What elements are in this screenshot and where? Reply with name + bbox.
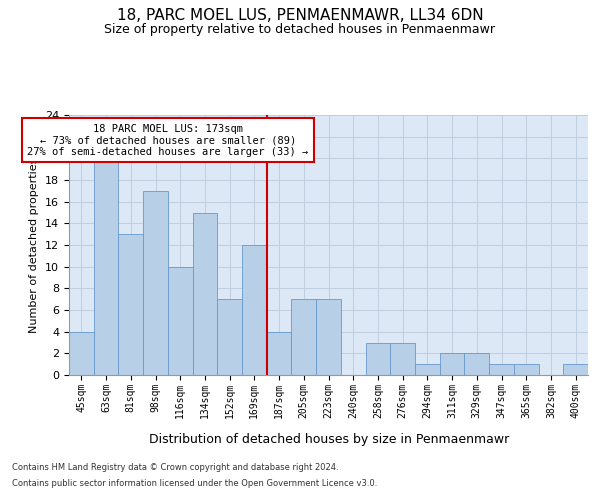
- Text: Distribution of detached houses by size in Penmaenmawr: Distribution of detached houses by size …: [149, 432, 509, 446]
- Text: 18, PARC MOEL LUS, PENMAENMAWR, LL34 6DN: 18, PARC MOEL LUS, PENMAENMAWR, LL34 6DN: [116, 8, 484, 22]
- Bar: [168, 266, 193, 375]
- Text: Size of property relative to detached houses in Penmaenmawr: Size of property relative to detached ho…: [104, 22, 496, 36]
- Bar: [118, 234, 143, 375]
- Text: Contains public sector information licensed under the Open Government Licence v3: Contains public sector information licen…: [12, 478, 377, 488]
- Bar: [514, 364, 539, 375]
- Bar: [415, 364, 440, 375]
- Bar: [440, 354, 464, 375]
- Y-axis label: Number of detached properties: Number of detached properties: [29, 158, 40, 332]
- Text: 18 PARC MOEL LUS: 173sqm
← 73% of detached houses are smaller (89)
27% of semi-d: 18 PARC MOEL LUS: 173sqm ← 73% of detach…: [27, 124, 308, 157]
- Bar: [94, 158, 118, 375]
- Bar: [464, 354, 489, 375]
- Bar: [267, 332, 292, 375]
- Bar: [292, 299, 316, 375]
- Bar: [390, 342, 415, 375]
- Bar: [316, 299, 341, 375]
- Bar: [242, 245, 267, 375]
- Bar: [489, 364, 514, 375]
- Bar: [143, 191, 168, 375]
- Bar: [365, 342, 390, 375]
- Text: Contains HM Land Registry data © Crown copyright and database right 2024.: Contains HM Land Registry data © Crown c…: [12, 464, 338, 472]
- Bar: [69, 332, 94, 375]
- Bar: [563, 364, 588, 375]
- Bar: [217, 299, 242, 375]
- Bar: [193, 212, 217, 375]
